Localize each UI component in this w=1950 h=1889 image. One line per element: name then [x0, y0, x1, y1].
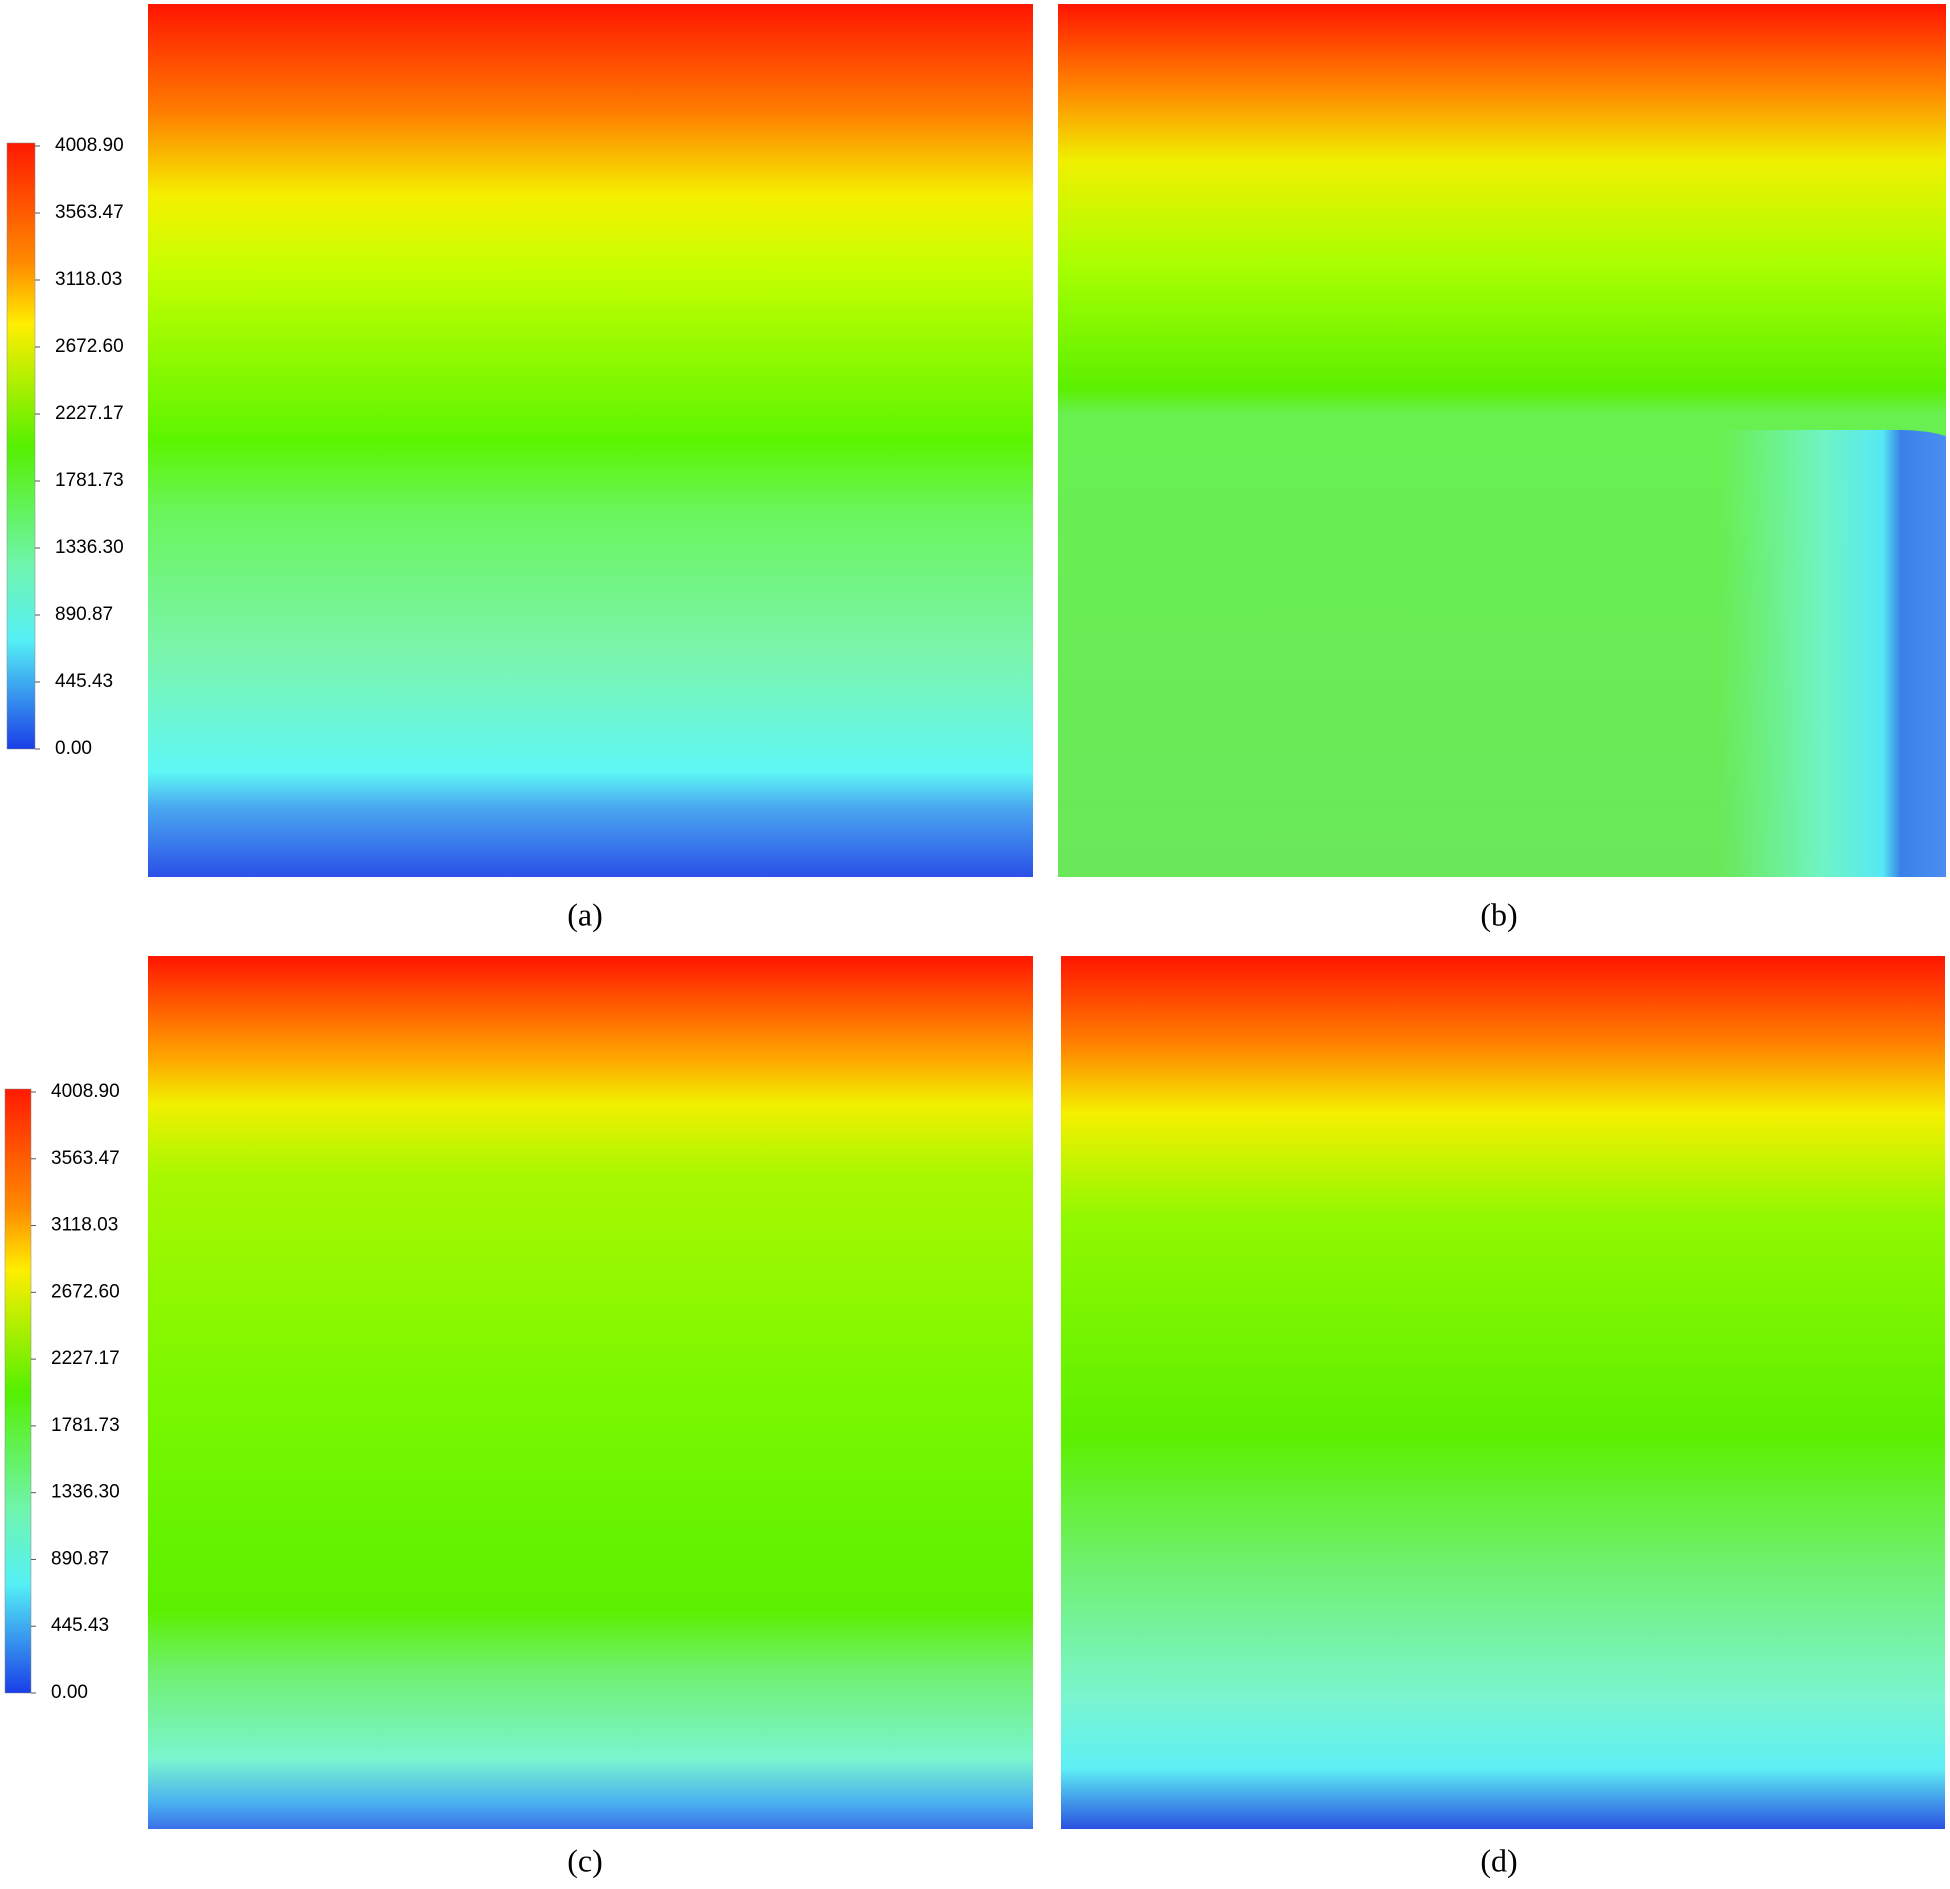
colorbar-label: 1781.73 — [55, 470, 124, 491]
colorbar-label: 445.43 — [55, 671, 113, 692]
colorbar-label: 890.87 — [55, 604, 113, 625]
colorbar-label: 2672.60 — [51, 1281, 120, 1302]
colorbar-label: 1336.30 — [51, 1482, 120, 1503]
panel-label: (a) — [567, 896, 603, 932]
colorbar-label: 1336.30 — [55, 537, 124, 558]
colorbar — [4, 1088, 32, 1694]
panel-label: (d) — [1480, 1842, 1517, 1878]
colorbar-label: 0.00 — [55, 738, 92, 759]
colorbar-label: 4008.90 — [55, 135, 124, 156]
colorbar-label: 890.87 — [51, 1548, 109, 1569]
colorbar-label: 1781.73 — [51, 1415, 120, 1436]
colorbar-label: 3563.47 — [51, 1148, 120, 1169]
contour-panel — [148, 956, 1033, 1829]
colorbar-label: 3118.03 — [51, 1215, 118, 1236]
colorbar-label: 2672.60 — [55, 336, 124, 357]
contour-region — [1720, 430, 1946, 877]
colorbar-label: 0.00 — [51, 1682, 88, 1703]
panel-label: (c) — [567, 1842, 603, 1878]
contour-panel — [1061, 956, 1945, 1829]
colorbar-label: 2227.17 — [55, 403, 124, 424]
panel-label: (b) — [1480, 896, 1517, 932]
colorbar-label: 4008.90 — [51, 1081, 120, 1102]
colorbar-label: 3118.03 — [55, 269, 122, 290]
colorbar — [6, 142, 36, 750]
colorbar-label: 445.43 — [51, 1615, 109, 1636]
contour-panel — [148, 4, 1033, 877]
colorbar-label: 2227.17 — [51, 1348, 120, 1369]
colorbar-label: 3563.47 — [55, 202, 124, 223]
